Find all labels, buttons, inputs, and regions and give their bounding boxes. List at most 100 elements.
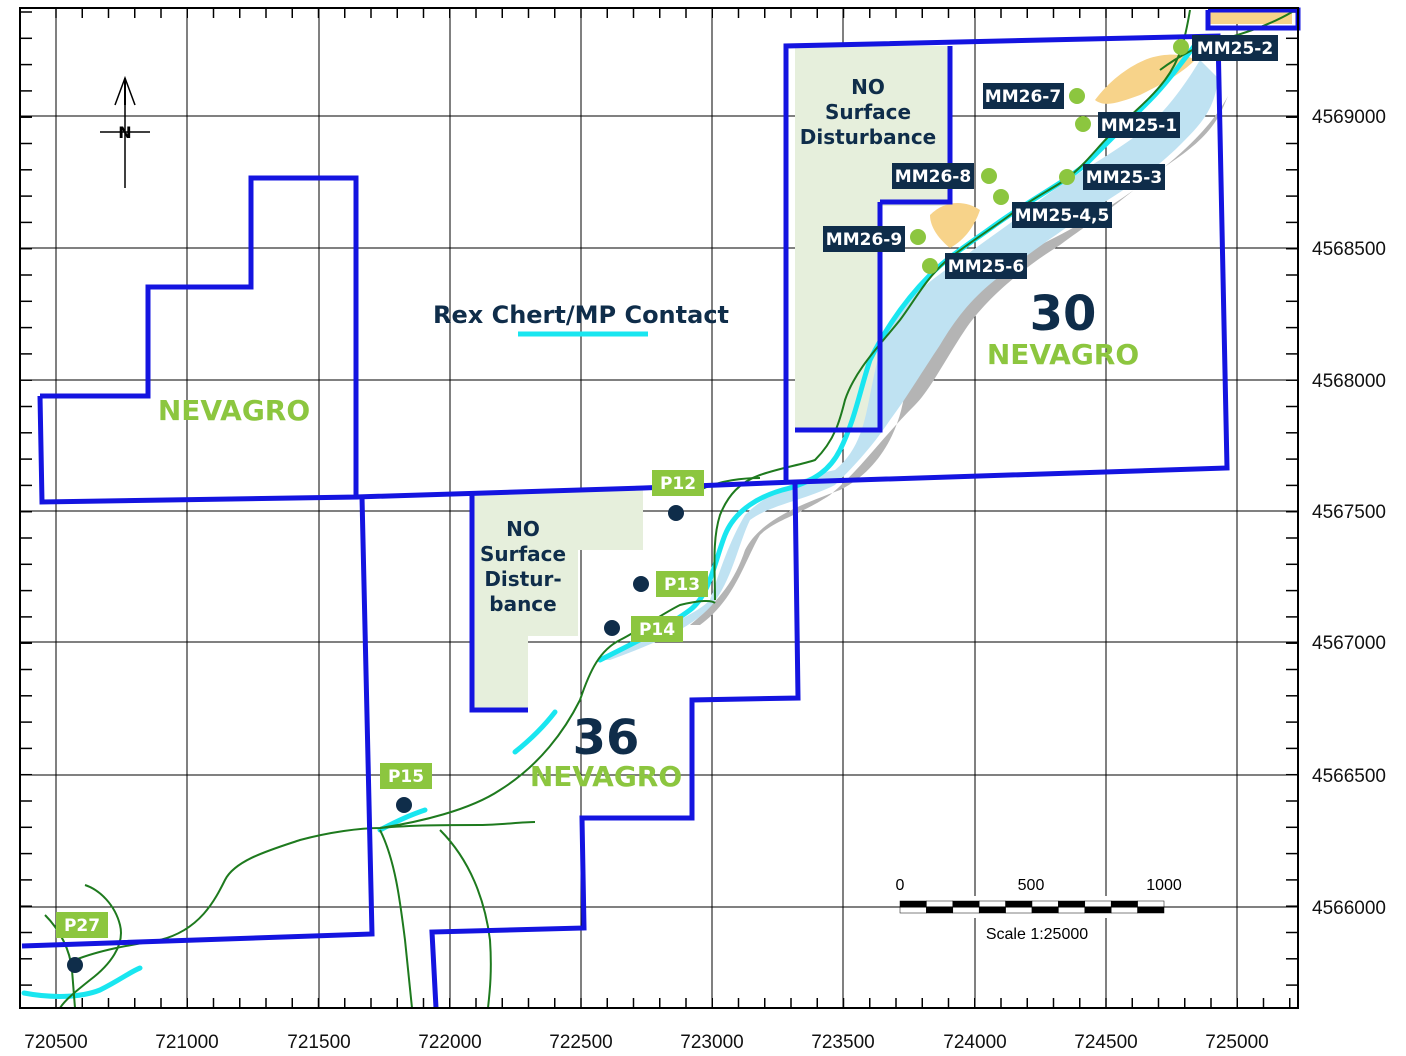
p-site-label: P13 — [664, 575, 700, 595]
no-disturbance-south-line-1: NO — [506, 517, 540, 541]
p-site-label: P12 — [660, 474, 696, 494]
x-tick-label: 721500 — [287, 1032, 350, 1053]
claim-boundary-sw — [21, 496, 375, 949]
x-tick-label: 725000 — [1205, 1032, 1268, 1053]
p-site-tag-p13: P13 — [656, 571, 708, 597]
map-frame — [19, 7, 1299, 1009]
drill-site-tag-mm25-2: MM25-2 — [1192, 35, 1278, 61]
x-tick-label: 722500 — [549, 1032, 612, 1053]
section-30-name: NEVAGRO — [987, 338, 1139, 371]
no-disturbance-south-line-4: bance — [489, 592, 556, 616]
scale-bar-segment — [1084, 900, 1112, 908]
p-site-tag-p27: P27 — [56, 912, 108, 938]
x-tick-label: 724500 — [1074, 1032, 1137, 1053]
no-disturbance-north-line-1: NO — [851, 75, 885, 99]
no-disturbance-north-line-3: Disturbance — [800, 125, 937, 149]
x-axis-labels: 720500 721000 721500 722000 722500 72300… — [24, 1032, 1268, 1053]
drill-site-tags: MM25-2 MM26-7 MM25-1 MM26-8 MM25-3 MM25-… — [823, 35, 1278, 279]
outcrop-patch-nw — [1210, 10, 1292, 24]
outcrop-patch-mid — [930, 203, 980, 248]
drill-site-marker-mm26-8 — [981, 168, 997, 184]
drill-site-tag-mm25-4-5: MM25-4,5 — [1012, 202, 1112, 228]
scale-bar-segment — [978, 906, 1006, 914]
y-tick-label: 4567000 — [1312, 633, 1386, 654]
y-tick-label: 4568500 — [1312, 239, 1386, 260]
p-site-tags: P12 P13 P14 P15 P27 — [56, 470, 708, 938]
scale-bar-segment — [1005, 906, 1033, 914]
p-site-tag-p12: P12 — [652, 470, 704, 496]
drill-site-label: MM25-4,5 — [1015, 206, 1110, 226]
drill-site-label: MM25-1 — [1101, 116, 1177, 136]
x-tick-label: 723000 — [680, 1032, 743, 1053]
scale-bar-segment — [1110, 906, 1138, 914]
drill-site-tag-mm25-3: MM25-3 — [1083, 164, 1165, 190]
p-site-marker-p15 — [396, 797, 412, 813]
drill-site-marker-mm25-4-5 — [993, 189, 1009, 205]
section-36-number: 36 — [573, 710, 640, 766]
p-site-marker-p27 — [67, 957, 83, 973]
scale-bar-segment — [952, 906, 980, 914]
scale-bar-segment — [1031, 900, 1059, 908]
scale-bar-tick-0: 0 — [896, 877, 905, 894]
no-disturbance-north-line-2: Surface — [825, 100, 911, 124]
drill-site-tag-mm26-7: MM26-7 — [983, 83, 1064, 109]
x-tick-label: 722000 — [418, 1032, 481, 1053]
p-site-tag-p14: P14 — [631, 616, 683, 642]
drill-site-marker-mm25-2 — [1173, 39, 1189, 55]
p-site-markers — [67, 505, 684, 973]
scale-bar-segment — [899, 900, 927, 908]
y-tick-label: 4566500 — [1312, 766, 1386, 787]
drill-site-marker-mm26-7 — [1069, 88, 1085, 104]
y-axis-labels: 4569000 4568500 4568000 4567500 4567000 … — [1312, 107, 1386, 919]
p-site-marker-p12 — [668, 505, 684, 521]
claim-boundaries — [21, 7, 1301, 1009]
y-tick-label: 4567500 — [1312, 502, 1386, 523]
no-disturbance-label-north: NO Surface Disturbance — [800, 75, 937, 149]
no-disturbance-south-line-2: Surface — [480, 542, 566, 566]
scale-bar-tick-1000: 1000 — [1146, 877, 1182, 894]
claim-boundary-section30-no-area-low — [795, 202, 883, 433]
p-site-marker-p14 — [604, 620, 620, 636]
y-tick-label: 4569000 — [1312, 107, 1386, 128]
scale-bar-segment — [978, 900, 1006, 908]
scale-bar-segment — [1058, 900, 1086, 908]
scale-bar: 0 500 1000 Scale 1:25000 — [887, 877, 1182, 943]
drill-site-marker-mm25-1 — [1075, 116, 1091, 132]
y-tick-label: 4566000 — [1312, 898, 1386, 919]
x-tick-label: 724000 — [943, 1032, 1006, 1053]
section-west-name: NEVAGRO — [158, 394, 310, 427]
scale-bar-segment — [1137, 900, 1165, 908]
p-site-label: P15 — [388, 767, 424, 787]
claim-boundary-section36 — [429, 481, 801, 1009]
claim-boundary-nevagro-west — [37, 175, 359, 505]
north-arrow-icon — [100, 75, 150, 188]
x-tick-label: 721000 — [155, 1032, 218, 1053]
drill-site-marker-mm26-9 — [910, 229, 926, 245]
no-disturbance-south-line-3: Distur- — [484, 567, 561, 591]
frame-ticks — [20, 8, 1298, 1008]
drill-site-marker-mm25-3 — [1059, 169, 1075, 185]
drill-site-tag-mm26-9: MM26-9 — [823, 226, 905, 252]
p-site-marker-p13 — [633, 576, 649, 592]
drill-site-label: MM26-7 — [985, 87, 1061, 107]
scale-bar-segment — [1084, 906, 1112, 914]
scale-bar-segment — [1137, 906, 1165, 914]
scale-bar-segment — [926, 900, 954, 908]
p-site-label: P27 — [64, 916, 100, 936]
drill-site-tag-mm25-1: MM25-1 — [1098, 112, 1180, 138]
scale-bar-tick-500: 500 — [1018, 877, 1045, 894]
drill-site-marker-mm25-6 — [922, 258, 938, 274]
legend-contact-label: Rex Chert/MP Contact — [433, 301, 729, 329]
p-site-label: P14 — [639, 620, 675, 640]
section-30-number: 30 — [1030, 286, 1097, 342]
outcrop-patch-ne — [1095, 54, 1195, 104]
drill-site-label: MM26-8 — [895, 167, 971, 187]
drill-site-label: MM25-6 — [948, 257, 1024, 277]
section-36-name: NEVAGRO — [530, 760, 682, 793]
scale-bar-segments — [899, 900, 1165, 914]
y-tick-label: 4568000 — [1312, 371, 1386, 392]
north-arrow-label: N — [118, 123, 131, 142]
p-site-tag-p15: P15 — [380, 763, 432, 789]
drill-site-label: MM25-3 — [1086, 168, 1162, 188]
